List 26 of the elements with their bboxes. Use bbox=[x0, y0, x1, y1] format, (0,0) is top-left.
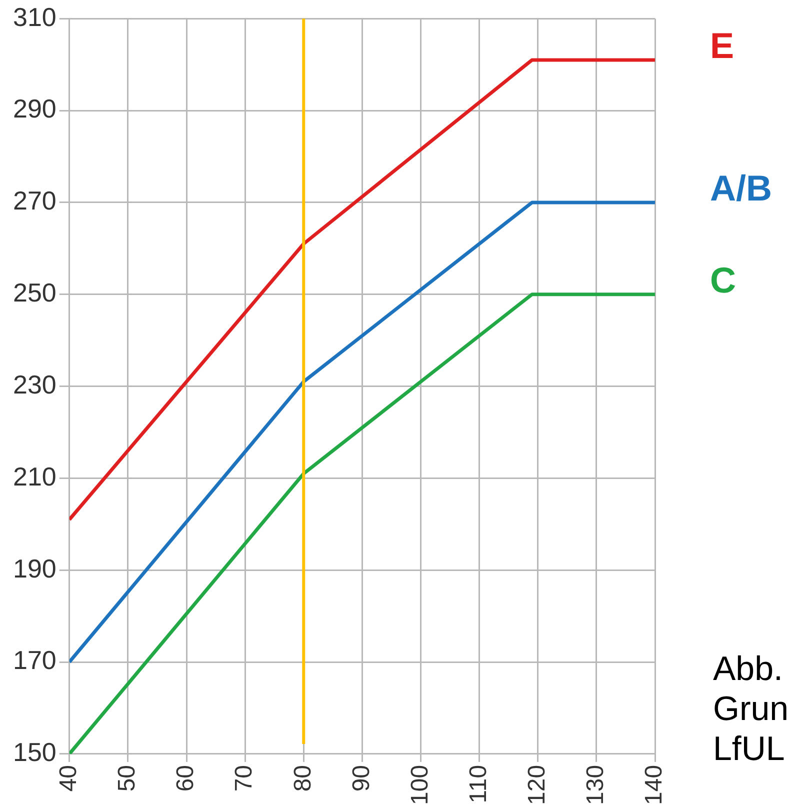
x-tick-label: 80 bbox=[289, 764, 316, 792]
text: Abb. bbox=[713, 650, 783, 688]
x-tick-label: 50 bbox=[114, 764, 141, 792]
x-tick-label: 100 bbox=[406, 764, 434, 806]
y-tick-label: 270 bbox=[12, 186, 56, 216]
x-tick-label: 140 bbox=[640, 764, 668, 806]
x-tick-label: 110 bbox=[464, 764, 492, 804]
series-label: C bbox=[710, 259, 736, 300]
y-tick-label: 150 bbox=[12, 737, 56, 768]
y-tick-label: 250 bbox=[12, 278, 56, 308]
x-tick-label: 70 bbox=[230, 764, 258, 792]
x-tick-label: 60 bbox=[172, 764, 200, 792]
y-tick-label: 170 bbox=[12, 645, 56, 676]
y-tick-label: 190 bbox=[12, 553, 56, 584]
y-tick-label: 210 bbox=[12, 461, 56, 492]
text: Grun bbox=[713, 690, 789, 728]
series-label: E bbox=[710, 24, 734, 66]
series-label: A/B bbox=[710, 167, 772, 208]
x-tick-label: 120 bbox=[524, 764, 550, 806]
x-tick-label: 90 bbox=[348, 764, 375, 792]
y-tick-label: 310 bbox=[12, 2, 56, 32]
y-tick-label: 230 bbox=[12, 369, 56, 400]
y-tick-label: 290 bbox=[12, 94, 56, 124]
x-tick-label: 40 bbox=[55, 764, 82, 792]
text: LfUL bbox=[713, 730, 785, 768]
x-tick-label: 130 bbox=[582, 764, 610, 806]
